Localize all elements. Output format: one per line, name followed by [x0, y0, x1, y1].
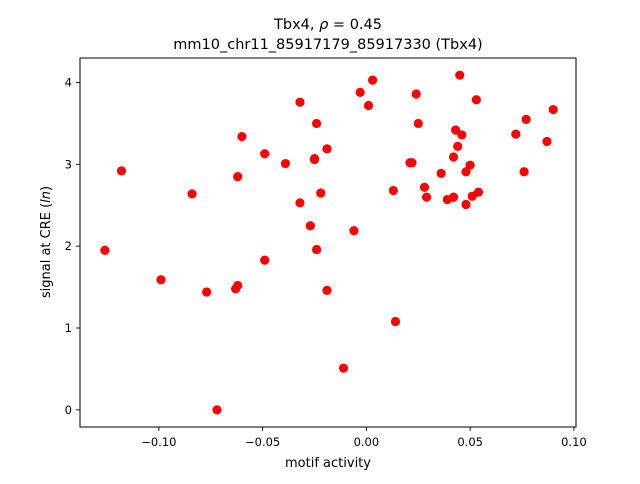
data-point	[363, 100, 374, 111]
data-point	[390, 316, 401, 327]
data-point	[453, 141, 463, 151]
data-point	[448, 192, 459, 202]
data-point	[519, 167, 529, 177]
data-point	[461, 167, 471, 177]
data-point	[355, 87, 365, 97]
data-point	[421, 192, 432, 202]
chart-title-line1: Tbx4, ρ = 0.45	[273, 17, 382, 33]
data-point	[156, 275, 166, 285]
y-axis-label-prefix: signal at CRE (	[39, 203, 54, 298]
data-point	[311, 244, 322, 255]
data-point	[201, 287, 212, 297]
data-point	[368, 75, 378, 85]
x-tick-label: −0.05	[245, 435, 280, 449]
x-tick-label: −0.10	[141, 435, 176, 449]
data-point	[419, 182, 430, 192]
data-point	[436, 168, 446, 178]
y-axis-ticks: 0 1 2 3 4	[65, 76, 80, 417]
data-point	[471, 95, 481, 105]
data-point	[457, 130, 467, 140]
data-point	[322, 144, 332, 154]
data-point	[295, 97, 305, 107]
data-point	[311, 118, 322, 129]
data-point	[305, 221, 315, 231]
data-point	[233, 280, 243, 291]
y-tick-label: 0	[65, 403, 72, 417]
data-point	[237, 131, 247, 142]
data-point	[455, 70, 465, 80]
y-axis-label-suffix: )	[39, 186, 54, 191]
data-point	[233, 172, 243, 182]
data-point	[411, 89, 421, 99]
data-point	[260, 255, 270, 265]
data-point	[116, 166, 127, 176]
data-point	[349, 226, 359, 236]
data-point	[511, 129, 521, 139]
x-axis-label: motif activity	[285, 456, 371, 471]
data-points	[100, 70, 558, 415]
data-point	[316, 188, 326, 198]
data-point	[461, 199, 471, 210]
data-point	[413, 118, 423, 129]
data-point	[338, 363, 349, 373]
y-tick-label: 3	[65, 157, 72, 171]
data-point	[260, 149, 270, 159]
data-point	[280, 158, 291, 169]
data-point	[521, 114, 531, 124]
plot-area-frame	[79, 57, 577, 428]
x-tick-label: 0.10	[561, 435, 587, 449]
data-point	[465, 160, 475, 170]
data-point	[187, 189, 197, 199]
data-point	[542, 136, 552, 147]
x-tick-label: 0.05	[457, 435, 483, 449]
data-point	[451, 125, 461, 135]
data-point	[212, 405, 222, 415]
data-point	[100, 245, 110, 255]
y-tick-label: 4	[65, 76, 72, 90]
x-axis-ticks: −0.10 −0.05 0.00 0.05 0.10	[141, 427, 587, 449]
data-point	[548, 104, 558, 115]
chart-title-line2: mm10_chr11_85917179_85917330 (Tbx4)	[173, 37, 482, 53]
title-suffix: = 0.45	[328, 17, 382, 33]
data-point	[407, 158, 417, 168]
data-point	[322, 285, 332, 295]
data-point	[309, 154, 320, 164]
y-axis-label-italic: ln	[39, 191, 54, 203]
y-tick-label: 1	[65, 321, 72, 335]
y-tick-label: 2	[65, 239, 72, 253]
title-rho-symbol: ρ	[319, 17, 329, 33]
data-point	[473, 187, 484, 197]
data-point	[295, 198, 305, 208]
x-tick-label: 0.00	[354, 435, 380, 449]
data-point	[448, 152, 459, 162]
y-axis-label: signal at CRE (ln)	[39, 186, 54, 298]
data-point	[388, 185, 398, 196]
title-prefix: Tbx4,	[273, 17, 319, 33]
